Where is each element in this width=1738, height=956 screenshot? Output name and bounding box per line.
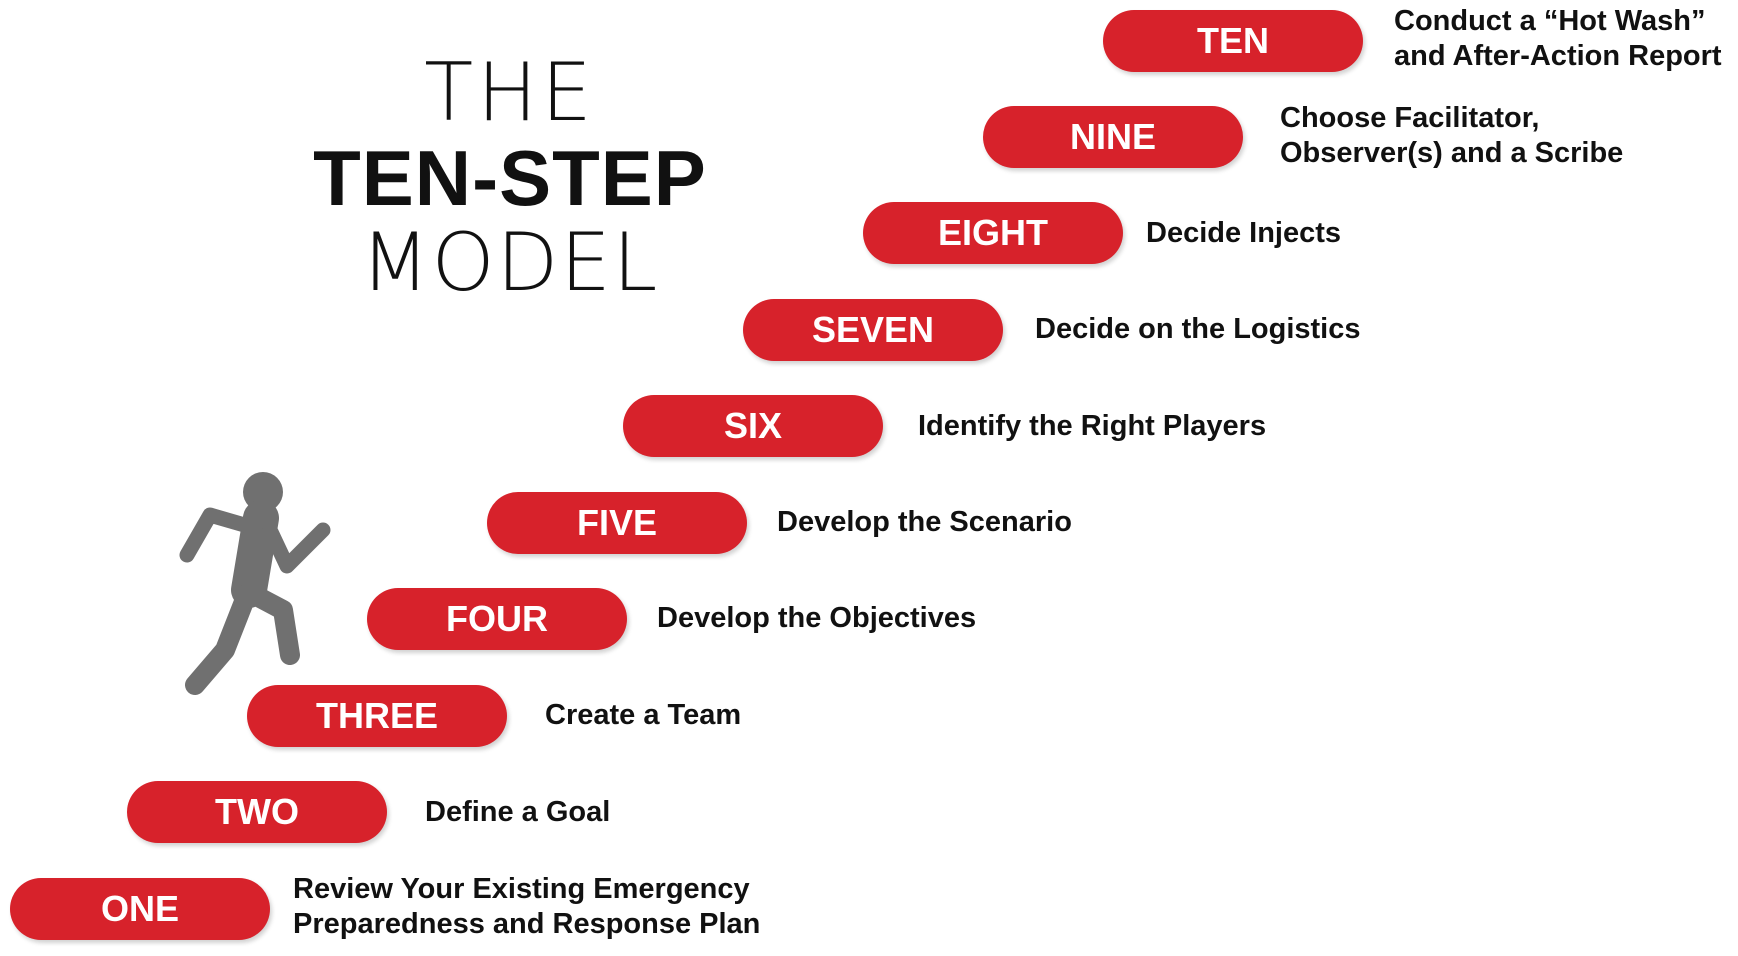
person-climbing-stairs-icon: [179, 472, 331, 695]
step-five-label: Develop the Scenario: [777, 506, 1072, 538]
step-ten-pill: TEN: [1103, 10, 1363, 72]
title-ten-step: TEN-STEP: [313, 134, 707, 222]
step-three-pill: THREE: [247, 685, 507, 747]
step-six-label: Identify the Right Players: [918, 410, 1267, 442]
step-four-label: Develop the Objectives: [657, 602, 977, 634]
step-four-pill: FOUR: [367, 588, 627, 650]
title-model: MODEL: [360, 216, 660, 309]
step-nine-label: Choose Facilitator, Observer(s) and a Sc…: [1280, 102, 1624, 169]
step-two-label: Define a Goal: [425, 796, 611, 828]
step-one-pill: ONE: [10, 878, 270, 940]
step-eight-label: Decide Injects: [1146, 217, 1342, 249]
step-six-pill: SIX: [623, 395, 883, 457]
step-two-pill: TWO: [127, 781, 387, 843]
step-one-label: Review Your Existing Emergency Preparedn…: [293, 873, 761, 940]
step-five-pill: FIVE: [487, 492, 747, 554]
title-the: THE: [424, 46, 596, 139]
step-seven-label: Decide on the Logistics: [1035, 313, 1361, 345]
step-ten-label: Conduct a “Hot Wash” and After-Action Re…: [1394, 5, 1722, 72]
step-eight-pill: EIGHT: [863, 202, 1123, 264]
step-nine-pill: NINE: [983, 106, 1243, 168]
step-seven-pill: SEVEN: [743, 299, 1003, 361]
step-three-label: Create a Team: [545, 699, 742, 731]
title-block: THE TEN-STEP MODEL: [300, 50, 720, 306]
